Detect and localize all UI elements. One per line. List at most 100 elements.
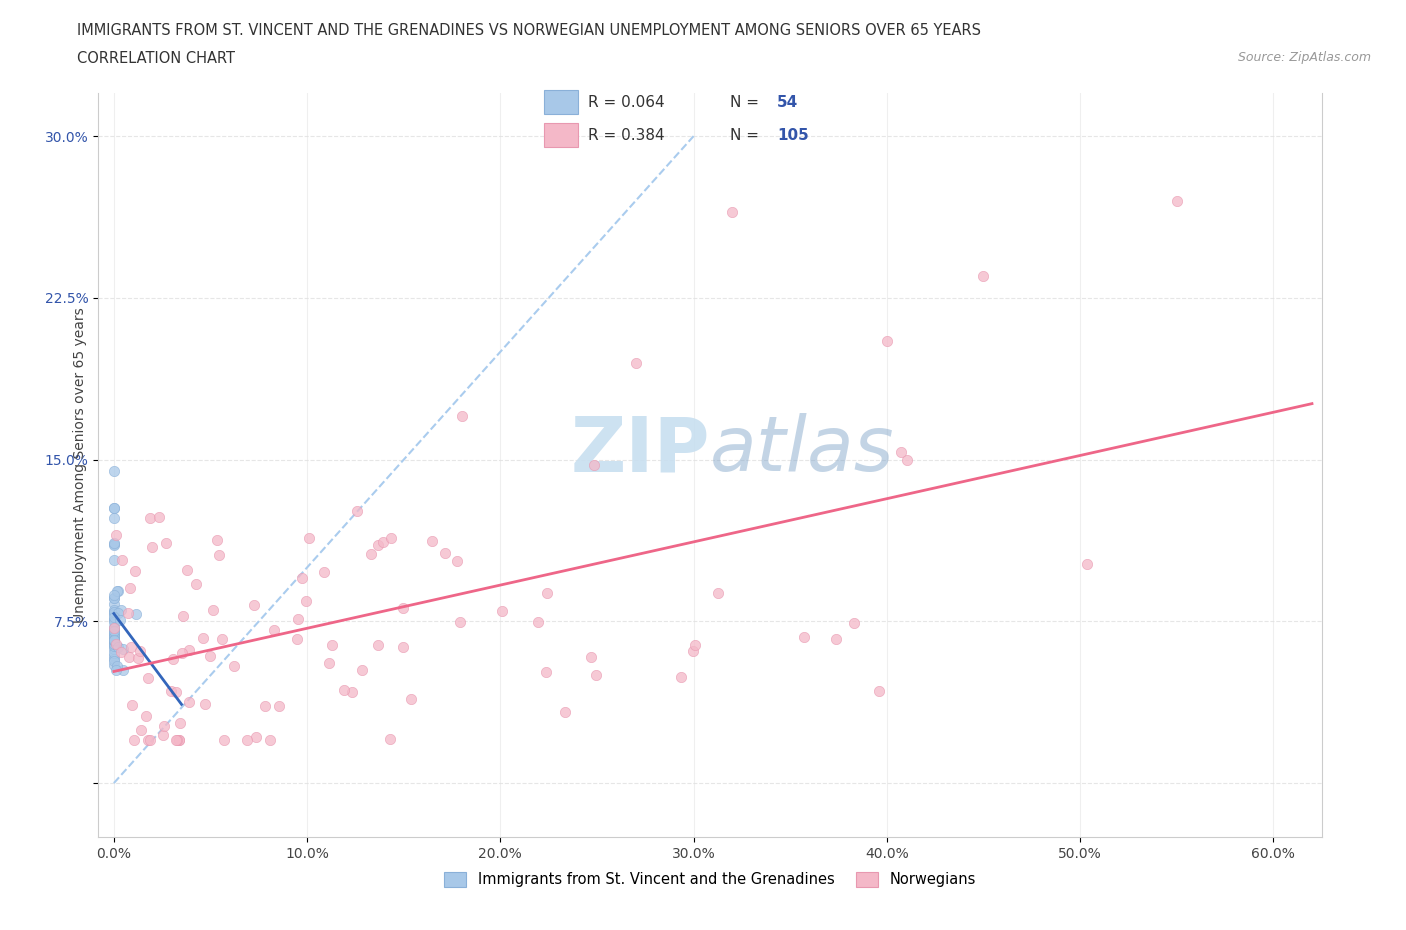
Point xyxy=(103,500,125,515)
Point xyxy=(135,709,157,724)
Point xyxy=(1076,557,1098,572)
Point xyxy=(103,638,125,653)
Point xyxy=(104,663,127,678)
Point xyxy=(825,631,848,646)
Point xyxy=(295,593,318,608)
Point xyxy=(201,603,224,618)
Point xyxy=(896,452,918,467)
Point xyxy=(103,537,125,551)
Point xyxy=(162,652,184,667)
Point xyxy=(554,704,576,719)
Point xyxy=(682,644,704,658)
Point xyxy=(191,631,214,645)
Point xyxy=(259,733,281,748)
Point xyxy=(105,636,128,651)
Point xyxy=(103,620,125,635)
Point xyxy=(112,642,135,657)
Point xyxy=(127,651,149,666)
Point xyxy=(844,616,866,631)
Text: 105: 105 xyxy=(778,127,808,142)
Point xyxy=(103,632,125,647)
Point xyxy=(399,692,422,707)
Point xyxy=(211,632,233,647)
Point xyxy=(120,640,142,655)
Point xyxy=(103,603,125,618)
Point xyxy=(287,631,309,646)
Point xyxy=(581,649,603,664)
Point xyxy=(1166,193,1188,208)
Point xyxy=(534,665,557,680)
Point xyxy=(103,591,125,605)
Point xyxy=(129,723,152,737)
Point xyxy=(103,645,125,660)
Point xyxy=(103,511,125,525)
Point xyxy=(110,613,132,628)
Point xyxy=(104,527,127,542)
Point xyxy=(103,628,125,643)
Point xyxy=(111,662,134,677)
Point xyxy=(107,605,129,620)
Point xyxy=(103,624,125,639)
Point xyxy=(103,587,125,602)
Point xyxy=(170,645,193,660)
Point xyxy=(340,684,363,699)
Point xyxy=(103,610,125,625)
Text: R = 0.384: R = 0.384 xyxy=(588,127,665,142)
Point xyxy=(263,623,285,638)
Point xyxy=(371,534,394,549)
Point xyxy=(103,627,125,642)
Text: atlas: atlas xyxy=(710,413,894,487)
Legend: Immigrants from St. Vincent and the Grenadines, Norwegians: Immigrants from St. Vincent and the Gren… xyxy=(439,866,981,893)
Point xyxy=(367,638,389,653)
Point xyxy=(103,538,125,552)
Point xyxy=(103,653,125,668)
Point xyxy=(103,597,125,612)
Point xyxy=(103,614,125,629)
Point xyxy=(103,651,125,666)
Point xyxy=(166,733,188,748)
Point xyxy=(536,585,558,600)
Text: IMMIGRANTS FROM ST. VINCENT AND THE GRENADINES VS NORWEGIAN UNEMPLOYMENT AMONG S: IMMIGRANTS FROM ST. VINCENT AND THE GREN… xyxy=(77,23,981,38)
Point xyxy=(141,539,163,554)
Point xyxy=(103,658,125,672)
Point xyxy=(129,644,152,658)
Point xyxy=(254,698,277,713)
Point xyxy=(165,684,187,699)
Point xyxy=(136,733,159,748)
Point xyxy=(155,536,177,551)
Point xyxy=(103,612,125,627)
Point xyxy=(110,602,132,617)
Point xyxy=(876,334,898,349)
Point xyxy=(793,629,815,644)
Bar xyxy=(544,90,578,114)
Point xyxy=(138,733,160,748)
Text: N =: N = xyxy=(730,95,759,110)
Point xyxy=(450,409,472,424)
Point xyxy=(321,638,343,653)
Text: CORRELATION CHART: CORRELATION CHART xyxy=(77,51,235,66)
Point xyxy=(179,694,201,709)
Point xyxy=(236,733,259,748)
Point xyxy=(103,604,125,619)
Text: N =: N = xyxy=(730,127,759,142)
Point xyxy=(153,718,176,733)
Text: R = 0.064: R = 0.064 xyxy=(588,95,665,110)
Point xyxy=(449,614,471,629)
Point xyxy=(890,445,912,459)
Point xyxy=(669,669,692,684)
Point xyxy=(117,606,139,621)
Point xyxy=(585,668,607,683)
Point xyxy=(243,597,266,612)
Point xyxy=(103,629,125,644)
Point xyxy=(103,632,125,647)
Point xyxy=(148,510,170,525)
Point xyxy=(110,644,132,659)
Point xyxy=(721,205,744,219)
Point xyxy=(120,581,142,596)
Point xyxy=(103,637,125,652)
Point xyxy=(346,504,368,519)
Point xyxy=(582,458,605,472)
Point xyxy=(118,649,141,664)
Point xyxy=(121,698,143,712)
Point xyxy=(103,604,125,619)
